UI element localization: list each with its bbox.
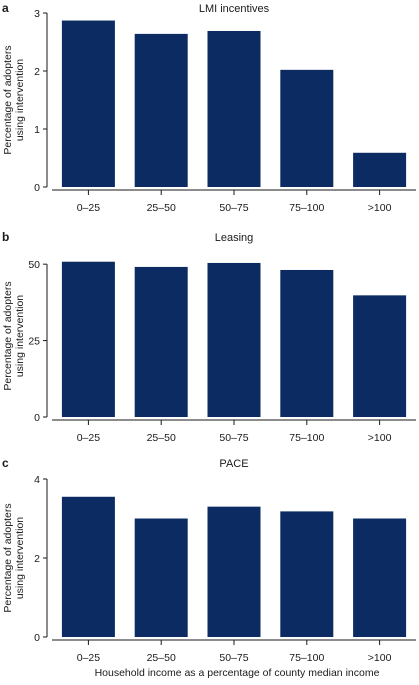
bar	[353, 152, 407, 187]
y-axis-label-line: using intervention	[14, 517, 26, 599]
bar	[280, 511, 334, 637]
x-axis-label: Household income as a percentage of coun…	[95, 667, 380, 679]
x-tick-label: 0–25	[77, 202, 101, 214]
y-tick-label: 0	[34, 632, 40, 644]
panel-letter: a	[2, 1, 9, 15]
bar	[61, 20, 115, 188]
x-tick-label: 75–100	[289, 652, 324, 664]
y-tick-label: 0	[34, 412, 40, 424]
panel-title: Leasing	[215, 232, 254, 244]
x-tick-label: 50–75	[219, 432, 248, 444]
bar	[134, 266, 188, 417]
y-tick-label: 4	[34, 474, 40, 486]
x-tick-label: 25–50	[147, 202, 176, 214]
y-axis-title: Percentage of adopters using intervention	[2, 503, 26, 612]
y-axis-label-line: Percentage of adopters	[2, 45, 14, 154]
bar	[353, 518, 407, 637]
bar	[207, 30, 261, 188]
y-tick-label: 25	[28, 336, 40, 348]
y-tick-label: 0	[34, 182, 40, 194]
y-axis-title: Percentage of adopters using intervention	[2, 281, 26, 390]
y-tick-label: 2	[34, 66, 40, 78]
y-axis-label-line: using intervention	[14, 295, 26, 377]
x-tick-label: >100	[368, 202, 392, 214]
bar	[207, 506, 261, 637]
panel-letter: b	[2, 230, 9, 244]
x-tick-label: 0–25	[77, 652, 101, 664]
y-axis-label-line: using intervention	[14, 59, 26, 141]
x-tick-label: >100	[368, 432, 392, 444]
panel-title: PACE	[219, 458, 248, 470]
x-tick-label: 75–100	[289, 432, 324, 444]
x-tick-label: 50–75	[219, 202, 248, 214]
bar	[61, 261, 115, 417]
x-tick-label: 25–50	[147, 652, 176, 664]
panel-letter: c	[2, 456, 9, 470]
x-tick-label: 50–75	[219, 652, 248, 664]
x-tick-label: 75–100	[289, 202, 324, 214]
x-tick-label: 25–50	[147, 432, 176, 444]
bar	[134, 518, 188, 637]
x-tick-label: 0–25	[77, 432, 101, 444]
y-axis-label-line: Percentage of adopters	[2, 281, 14, 390]
x-tick-label: >100	[368, 652, 392, 664]
bar	[134, 33, 188, 187]
y-tick-label: 50	[28, 259, 40, 271]
bar	[61, 496, 115, 637]
y-tick-label: 1	[34, 124, 40, 136]
panel-title: LMI incentives	[199, 3, 270, 15]
y-axis-label-line: Percentage of adopters	[2, 503, 14, 612]
y-tick-label: 3	[34, 8, 40, 20]
bar	[353, 295, 407, 417]
bar	[207, 262, 261, 417]
y-tick-label: 2	[34, 553, 40, 565]
bar	[280, 269, 334, 417]
y-axis-title: Percentage of adopters using intervention	[2, 45, 26, 154]
bar	[280, 69, 334, 187]
